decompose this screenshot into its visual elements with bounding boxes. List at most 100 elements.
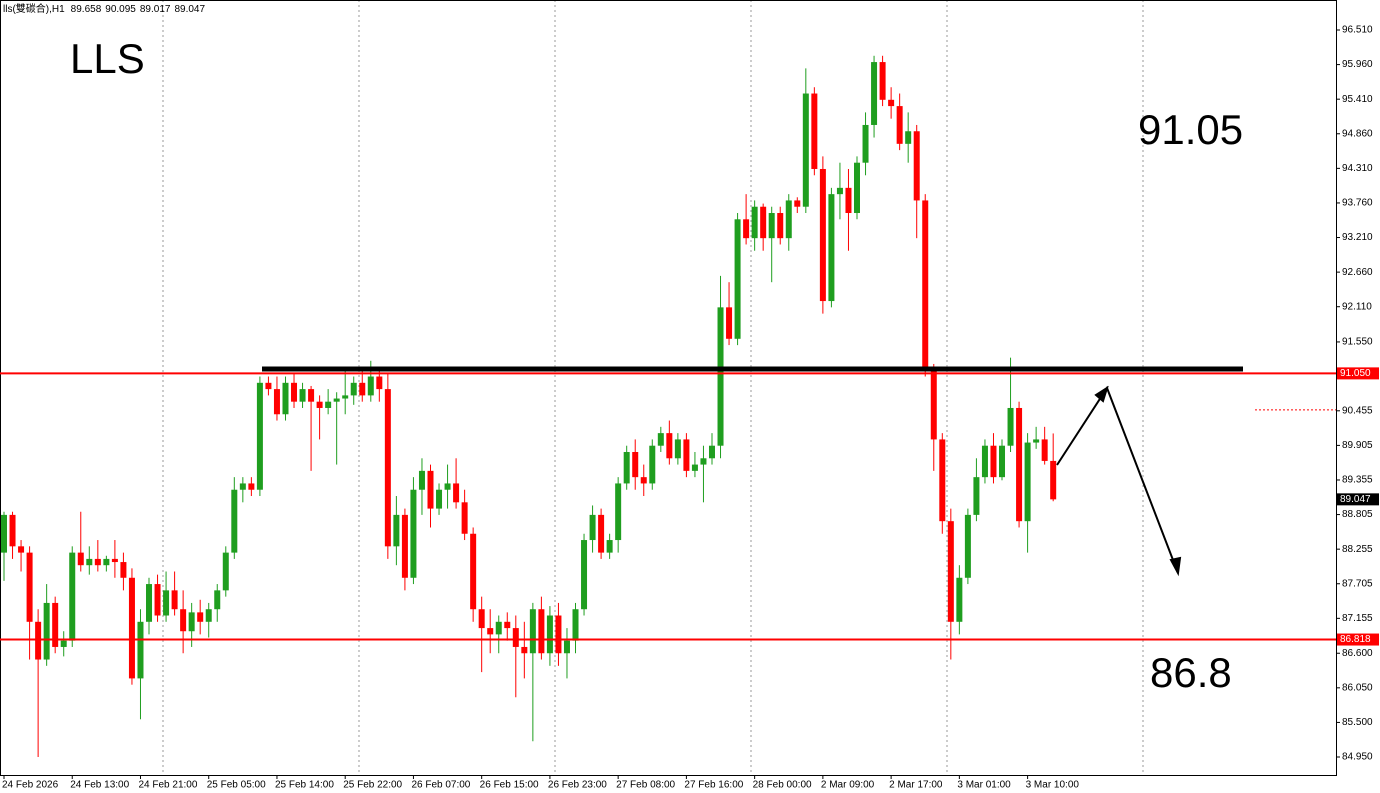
candle-body xyxy=(546,615,553,654)
candle-body xyxy=(606,540,613,553)
candle-body xyxy=(180,609,187,632)
candle-body xyxy=(691,464,698,471)
candle-body xyxy=(188,612,195,632)
level-label: 91.050 xyxy=(1340,368,1371,379)
candle-body xyxy=(913,131,920,201)
header: lls(雙碳合),H1 89.658 90.095 89.017 89.047 xyxy=(3,2,205,15)
candle-body xyxy=(393,514,400,547)
x-tick-label: 25 Feb 22:00 xyxy=(343,780,402,791)
open-value: 89.658 xyxy=(71,4,102,15)
candle-body xyxy=(717,307,724,446)
candle-body xyxy=(879,62,886,100)
candle-body xyxy=(18,546,25,553)
candle-body xyxy=(9,514,16,547)
candle-body xyxy=(43,602,50,660)
candle-body xyxy=(197,612,204,622)
candle-body xyxy=(589,514,596,541)
candle-body xyxy=(615,483,622,541)
candle-body xyxy=(1033,439,1040,443)
y-tick-label: 87.155 xyxy=(1342,613,1373,624)
x-tick-label: 27 Feb 16:00 xyxy=(684,780,743,791)
candle-body xyxy=(666,433,673,459)
annotation: 86.8 xyxy=(1150,649,1232,696)
x-tick-label: 27 Feb 08:00 xyxy=(616,780,675,791)
candle-body xyxy=(623,451,630,484)
candle-body xyxy=(120,562,127,578)
candle-body xyxy=(504,621,511,629)
candle-body xyxy=(777,213,784,239)
candle-body xyxy=(214,590,221,610)
y-tick-label: 94.860 xyxy=(1342,128,1373,139)
y-tick-label: 90.455 xyxy=(1342,405,1373,416)
candle-body xyxy=(436,489,443,509)
candle-body xyxy=(794,200,801,207)
candle-body xyxy=(325,401,332,408)
x-tick-label: 24 Feb 2026 xyxy=(2,780,59,791)
candle-body xyxy=(461,502,468,534)
candle-body xyxy=(1024,442,1031,522)
candle-body xyxy=(86,558,93,566)
chart-title: LLS xyxy=(70,35,145,82)
symbol: lls(雙碳合),H1 xyxy=(3,2,65,15)
y-tick-label: 96.510 xyxy=(1342,25,1373,36)
candle-body xyxy=(683,439,690,471)
candle-body xyxy=(350,382,357,396)
candle-body xyxy=(845,187,852,214)
candle-body xyxy=(751,206,758,239)
price-tag xyxy=(1337,493,1379,506)
candle-body xyxy=(896,106,903,144)
candle-body xyxy=(111,558,118,563)
candle-body xyxy=(512,628,519,647)
candle-body xyxy=(256,382,263,490)
candle-body xyxy=(930,370,937,440)
candle-body xyxy=(137,621,144,679)
candle-body xyxy=(785,200,792,239)
candle-body xyxy=(77,552,84,566)
y-tick-label: 88.805 xyxy=(1342,509,1373,520)
candle-body xyxy=(154,584,161,616)
candle-body xyxy=(410,489,417,578)
candle-body xyxy=(495,621,502,635)
x-tick-label: 28 Feb 00:00 xyxy=(753,780,812,791)
x-tick-label: 26 Feb 15:00 xyxy=(480,780,539,791)
candle-body xyxy=(359,382,366,396)
candle-body xyxy=(734,219,741,339)
y-tick-label: 86.600 xyxy=(1342,648,1373,659)
y-tick-label: 95.960 xyxy=(1342,59,1373,70)
y-tick-label: 92.660 xyxy=(1342,267,1373,278)
candle-body xyxy=(265,382,272,390)
close-value: 89.047 xyxy=(174,4,205,15)
x-tick-label: 2 Mar 17:00 xyxy=(889,780,943,791)
candle-body xyxy=(1041,439,1048,461)
candle-body xyxy=(811,93,818,169)
x-tick-label: 3 Mar 01:00 xyxy=(957,780,1011,791)
y-tick-label: 95.410 xyxy=(1342,94,1373,105)
candle-body xyxy=(291,382,298,402)
x-tick-label: 24 Feb 21:00 xyxy=(138,780,197,791)
x-tick-label: 26 Feb 07:00 xyxy=(411,780,470,791)
candle-body xyxy=(444,483,451,490)
x-tick-label: 25 Feb 05:00 xyxy=(207,780,266,791)
candle-body xyxy=(239,483,246,490)
y-tick-label: 93.210 xyxy=(1342,232,1373,243)
y-tick-label: 87.705 xyxy=(1342,578,1373,589)
candle-body xyxy=(299,389,306,402)
level-label: 86.818 xyxy=(1340,634,1371,645)
high-value: 90.095 xyxy=(105,4,136,15)
candle-body xyxy=(103,558,110,566)
candle-body xyxy=(990,445,997,478)
candle-body xyxy=(273,389,280,415)
candle-body xyxy=(964,514,971,578)
candle-body xyxy=(956,577,963,622)
candle-body xyxy=(376,376,383,390)
time-grid xyxy=(162,0,1144,775)
candle-body xyxy=(342,395,349,399)
candle-body xyxy=(52,602,59,647)
candle-body xyxy=(862,124,869,163)
candle-body xyxy=(819,168,826,302)
candle-body xyxy=(384,389,391,547)
y-tick-label: 86.050 xyxy=(1342,682,1373,693)
candle-body xyxy=(248,483,255,490)
y-tick-label: 89.905 xyxy=(1342,440,1373,451)
